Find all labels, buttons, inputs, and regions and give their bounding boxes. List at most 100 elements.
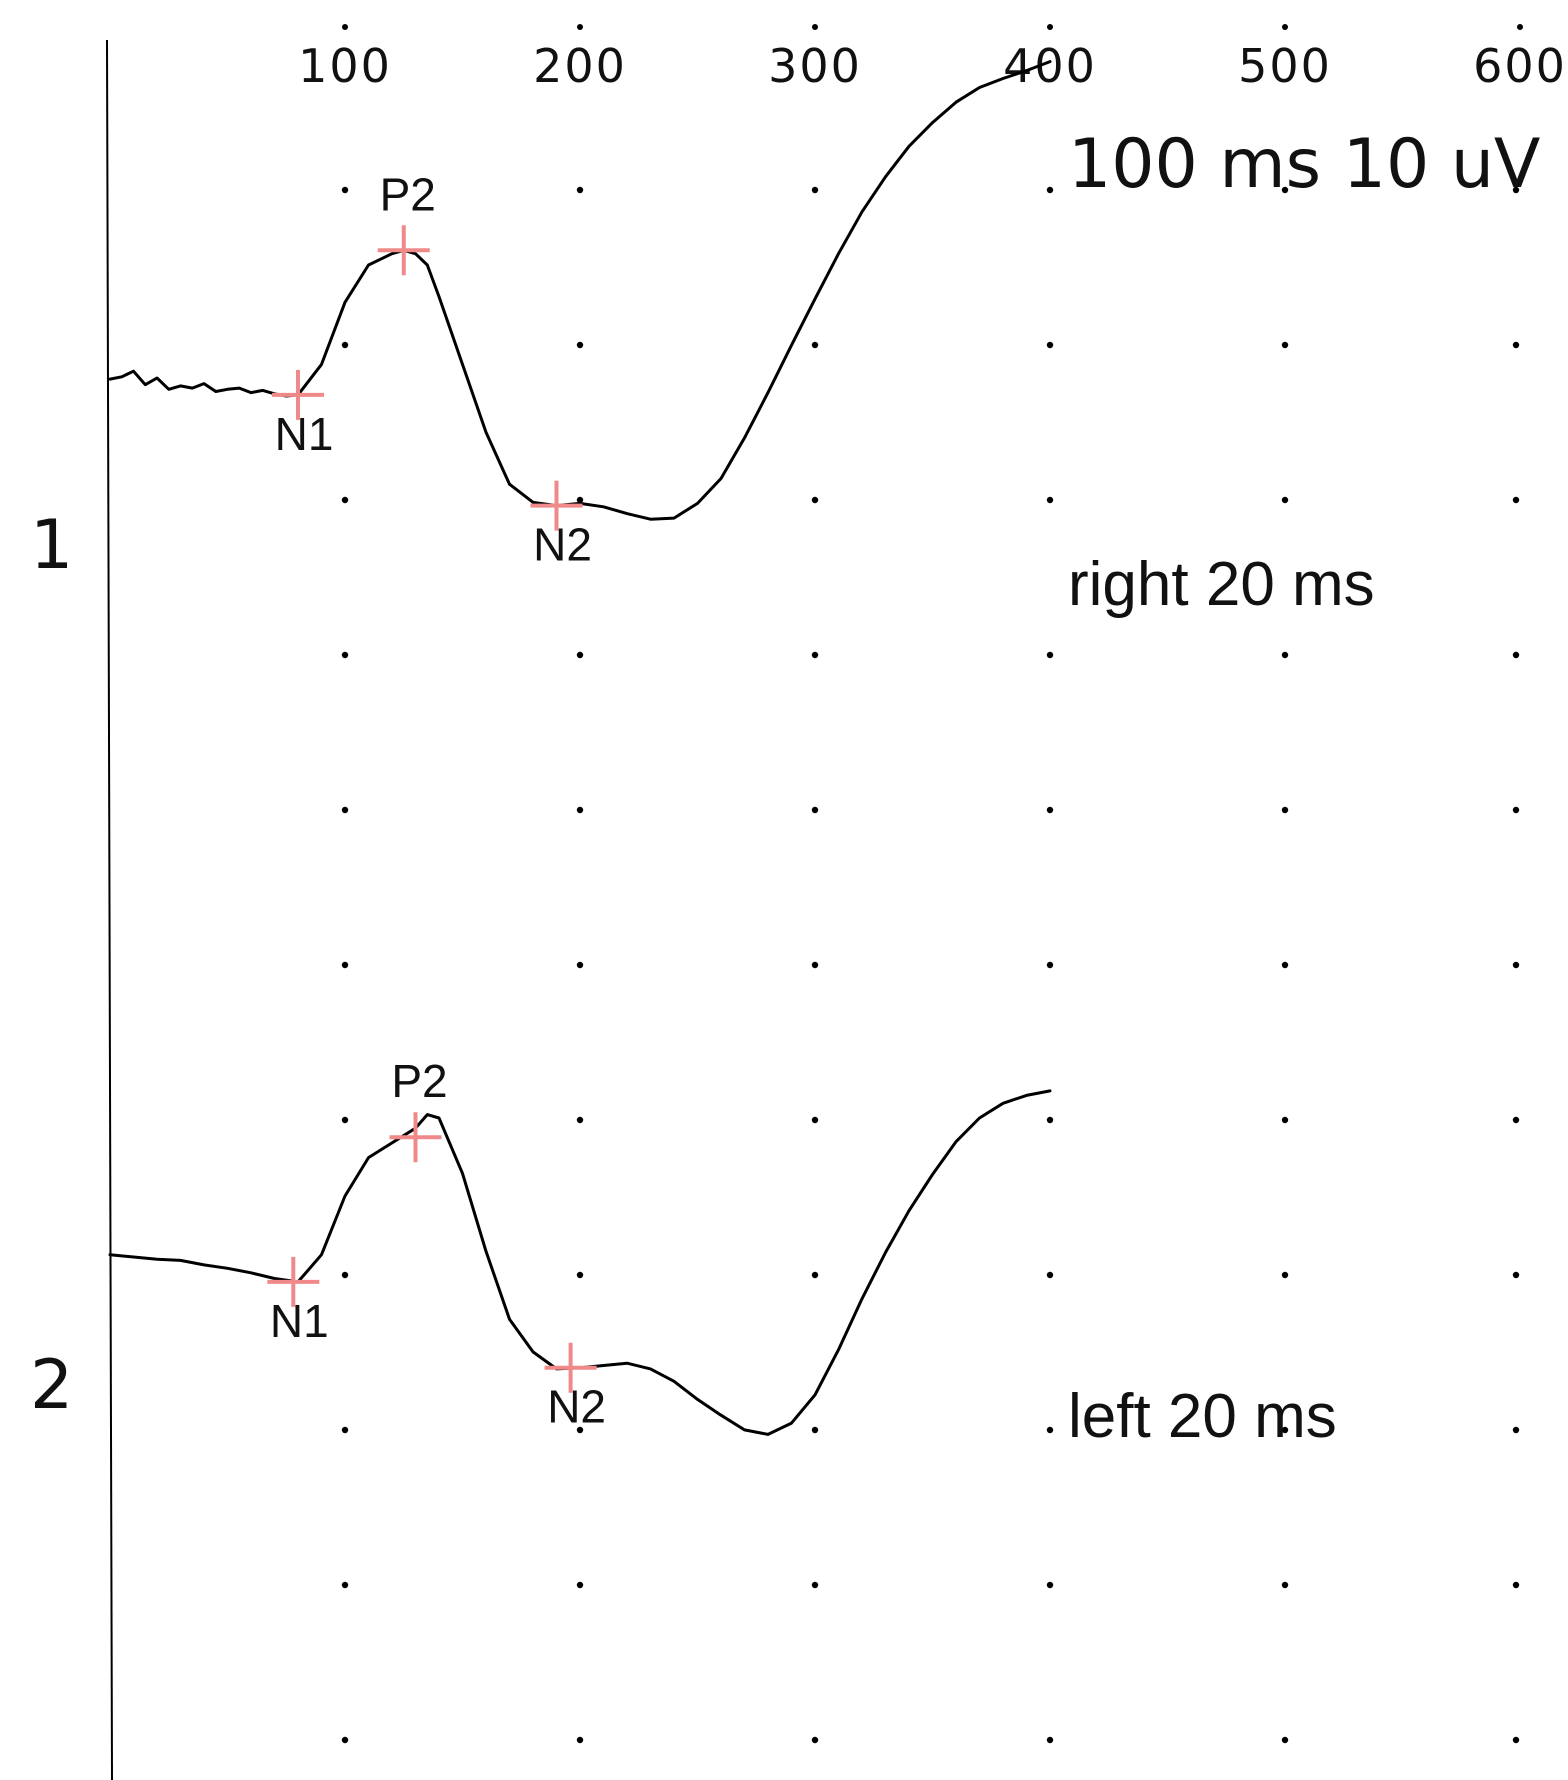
grid-dot	[1046, 806, 1054, 814]
grid-dot	[1046, 961, 1054, 969]
peak-marker-n2	[530, 480, 583, 531]
peak-label-n2: N2	[533, 519, 592, 571]
tick-dot	[342, 24, 348, 30]
grid-dot	[1046, 651, 1054, 659]
grid-dot	[1046, 341, 1054, 349]
grid-dot	[1512, 651, 1520, 659]
tick-dot	[812, 24, 818, 30]
grid-dot	[1281, 1271, 1289, 1279]
grid-dot	[1281, 806, 1289, 814]
grid-dot	[1512, 341, 1520, 349]
grid-dot	[811, 806, 819, 814]
grid-dot	[811, 651, 819, 659]
grid-dot	[576, 1116, 584, 1124]
grid-dot	[341, 651, 349, 659]
grid-dot	[341, 341, 349, 349]
grid-dot	[341, 1426, 349, 1434]
grid-dot	[1046, 496, 1054, 504]
grid-dot	[1281, 341, 1289, 349]
dot-grid	[341, 186, 1520, 1744]
grid-dot	[811, 496, 819, 504]
grid-dot	[1281, 186, 1289, 194]
grid-dot	[811, 341, 819, 349]
grid-dot	[1281, 1581, 1289, 1589]
grid-dot	[576, 1736, 584, 1744]
grid-dot	[1281, 961, 1289, 969]
grid-dot	[576, 651, 584, 659]
grid-dot	[811, 1581, 819, 1589]
grid-dot	[576, 496, 584, 504]
grid-dot	[1512, 1271, 1520, 1279]
grid-dot	[1046, 186, 1054, 194]
grid-dot	[341, 961, 349, 969]
tick-dot	[1282, 24, 1288, 30]
x-tick-label: 400	[1003, 39, 1097, 93]
peak-label-n1: N1	[275, 408, 334, 460]
waveform-line	[108, 60, 1052, 521]
grid-dot	[811, 1116, 819, 1124]
x-tick-labels: 100 200 300 400 500 600	[298, 24, 1567, 93]
grid-dot	[576, 1426, 584, 1434]
x-tick-label: 100	[298, 39, 392, 93]
grid-dot	[341, 1271, 349, 1279]
peak-marker-n1	[272, 369, 324, 420]
grid-dot	[1512, 961, 1520, 969]
traces: 1 right 20 ms N1 P2 N2 2 left 20 ms N1 P2 N2	[30, 60, 1375, 1451]
grid-dot	[811, 961, 819, 969]
grid-dot	[811, 1426, 819, 1434]
grid-dot	[341, 1581, 349, 1589]
tick-dot	[1047, 24, 1053, 30]
peak-label-p2: P2	[391, 1055, 447, 1107]
grid-dot	[811, 1736, 819, 1744]
grid-dot	[341, 1736, 349, 1744]
grid-dot	[811, 186, 819, 194]
trace-1: 1 right 20 ms N1 P2 N2	[30, 60, 1375, 619]
grid-dot	[576, 1581, 584, 1589]
grid-dot	[341, 806, 349, 814]
grid-dot	[576, 341, 584, 349]
grid-dot	[1512, 1116, 1520, 1124]
peak-marker-n2	[544, 1342, 597, 1393]
trace-condition-label: left 20 ms	[1068, 1382, 1337, 1451]
grid-dot	[1046, 1116, 1054, 1124]
grid-dot	[1281, 651, 1289, 659]
grid-dot	[1512, 496, 1520, 504]
x-tick-label: 600	[1473, 39, 1567, 93]
grid-dot	[1512, 806, 1520, 814]
grid-dot	[1046, 1581, 1054, 1589]
tick-dot	[577, 24, 583, 30]
grid-dot	[1046, 1426, 1054, 1434]
grid-dot	[1512, 186, 1520, 194]
trace-condition-label: right 20 ms	[1068, 550, 1375, 619]
left-axis-line	[106, 39, 113, 1780]
x-tick-label: 300	[768, 39, 862, 93]
grid-dot	[811, 1271, 819, 1279]
peak-label-n1: N1	[270, 1295, 329, 1347]
trace-2: 2 left 20 ms N1 P2 N2	[30, 1055, 1337, 1451]
tick-dot	[1517, 24, 1523, 30]
grid-dot	[1281, 1116, 1289, 1124]
grid-dot	[576, 186, 584, 194]
grid-dot	[1512, 1426, 1520, 1434]
grid-dot	[341, 496, 349, 504]
peak-label-p2: P2	[380, 168, 436, 220]
grid-dot	[1046, 1271, 1054, 1279]
x-tick-label: 200	[533, 39, 627, 93]
peak-marker-p2	[389, 1112, 442, 1163]
peak-label-n2: N2	[547, 1381, 606, 1433]
grid-dot	[1512, 1581, 1520, 1589]
grid-dot	[1046, 1736, 1054, 1744]
grid-dot	[341, 1116, 349, 1124]
peak-marker-p2	[377, 225, 430, 276]
x-tick-label: 500	[1238, 39, 1332, 93]
scale-label: 100 ms 10 uV	[1068, 125, 1540, 204]
grid-dot	[1281, 1736, 1289, 1744]
grid-dot	[1281, 496, 1289, 504]
grid-dot	[341, 186, 349, 194]
trace-number: 2	[30, 1346, 73, 1425]
peak-marker-n1	[267, 1256, 320, 1307]
grid-dot	[1512, 1736, 1520, 1744]
grid-dot	[1281, 1426, 1289, 1434]
trace-number: 1	[30, 506, 73, 585]
